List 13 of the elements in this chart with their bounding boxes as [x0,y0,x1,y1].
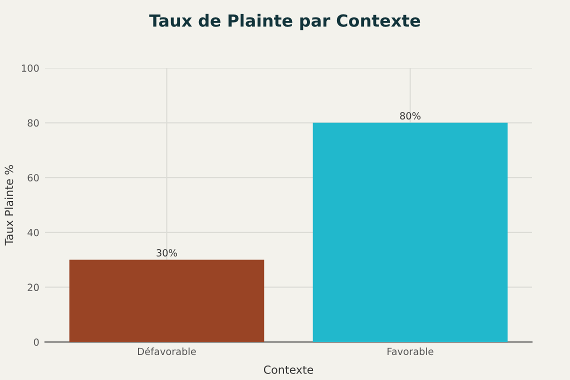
y-tick-label: 60 [28,174,39,182]
data-label: 80% [400,112,421,120]
y-tick-label: 20 [28,284,39,292]
y-tick-label: 100 [22,64,39,72]
x-tick-label: Défavorable [138,347,196,356]
chart-title: Taux de Plainte par Contexte [149,14,420,30]
y-tick-label: 80 [28,119,39,127]
y-axis-title: Taux Plainte % [4,165,14,246]
y-tick-label: 40 [28,228,39,236]
y-tick-label: 0 [34,338,39,346]
data-label: 30% [156,249,178,257]
x-tick-label: Favorable [388,348,434,356]
x-axis-title: Contexte [264,365,314,374]
